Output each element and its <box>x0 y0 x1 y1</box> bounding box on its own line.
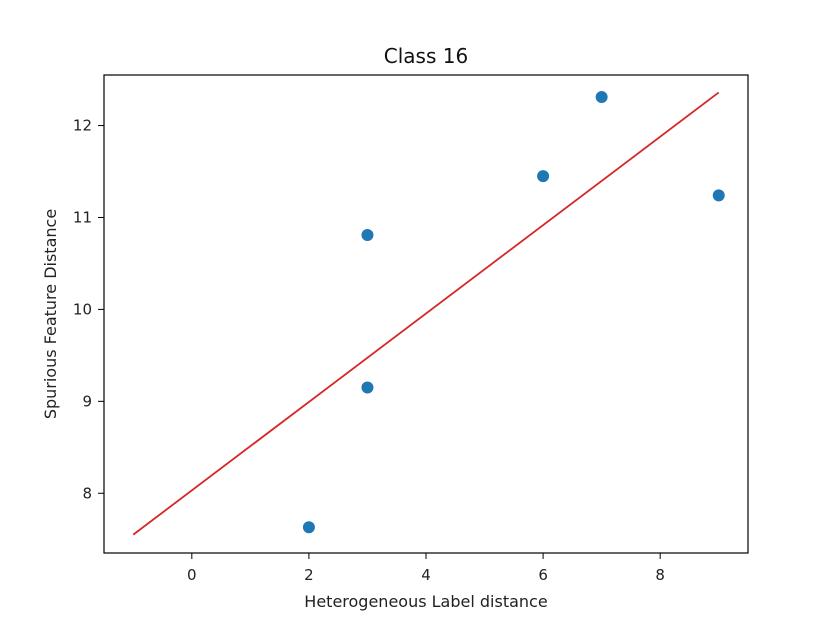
scatter-point <box>361 381 374 394</box>
plot-area <box>132 91 725 536</box>
x-tick-label: 4 <box>421 566 431 584</box>
y-tick-label: 12 <box>73 117 92 135</box>
x-tick-label: 0 <box>187 566 197 584</box>
chart-title: Class 16 <box>384 44 468 68</box>
x-axis: 0 2 4 6 8 <box>187 553 665 584</box>
x-tick-label: 2 <box>304 566 314 584</box>
y-axis-title: Spurious Feature Distance <box>41 209 60 419</box>
scatter-point <box>537 170 550 183</box>
y-tick-label: 9 <box>82 392 92 410</box>
scatter-point <box>712 189 725 202</box>
scatter-point <box>302 521 315 534</box>
x-tick-label: 8 <box>655 566 665 584</box>
y-tick-label: 11 <box>73 208 92 226</box>
y-axis: 8 9 10 11 12 <box>73 117 104 502</box>
y-tick-label: 8 <box>82 484 92 502</box>
x-tick-label: 6 <box>538 566 548 584</box>
scatter-point <box>361 228 374 241</box>
x-axis-title: Heterogeneous Label distance <box>304 592 547 611</box>
y-tick-label: 10 <box>73 300 92 318</box>
regression-line <box>132 91 720 536</box>
scatter-point <box>595 91 608 104</box>
